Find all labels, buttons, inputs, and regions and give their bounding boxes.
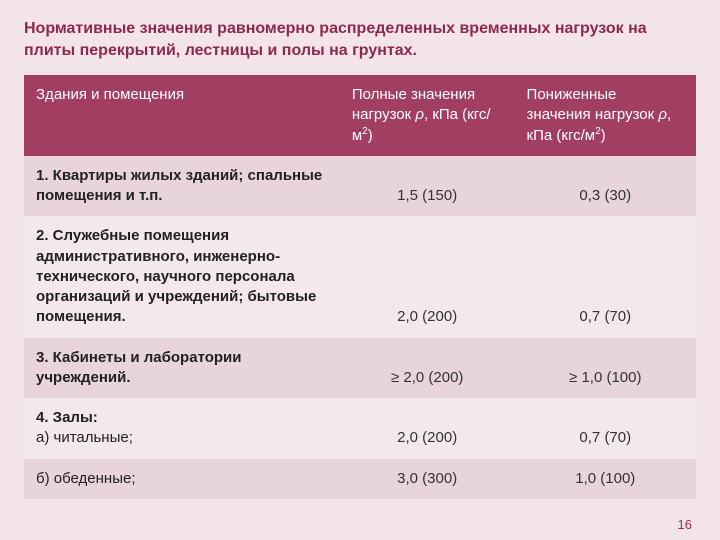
col-buildings: Здания и помещения bbox=[24, 75, 340, 156]
table-row: 1. Квартиры жилых зданий; спальные помещ… bbox=[24, 156, 696, 217]
row-full: ≥ 2,0 (200) bbox=[340, 338, 515, 399]
row-reduced: 1,0 (100) bbox=[515, 459, 696, 499]
row-full: 2,0 (200) bbox=[340, 216, 515, 337]
loads-table: Здания и помещения Полные значения нагру… bbox=[24, 75, 696, 499]
row-full: 2,0 (200) bbox=[340, 398, 515, 459]
row-label: 1. Квартиры жилых зданий; спальные помещ… bbox=[24, 156, 340, 217]
table-row: 4. Залы:а) читальные; 2,0 (200) 0,7 (70) bbox=[24, 398, 696, 459]
row-label: б) обеденные; bbox=[24, 459, 340, 499]
table-row: 3. Кабинеты и лаборатории учреждений. ≥ … bbox=[24, 338, 696, 399]
table-header: Здания и помещения Полные значения нагру… bbox=[24, 75, 696, 156]
col-full-load: Полные значения нагрузок ρ, кПа (кгс/м2) bbox=[340, 75, 515, 156]
col-reduced-load: Пониженные значения нагрузок ρ, кПа (кгс… bbox=[515, 75, 696, 156]
row-reduced: 0,7 (70) bbox=[515, 398, 696, 459]
row-label: 2. Служебные помещения административного… bbox=[24, 216, 340, 337]
slide-title: Нормативные значения равномерно распреде… bbox=[24, 18, 696, 61]
row-reduced: 0,7 (70) bbox=[515, 216, 696, 337]
page-number: 16 bbox=[678, 517, 692, 532]
row-full: 3,0 (300) bbox=[340, 459, 515, 499]
row-full: 1,5 (150) bbox=[340, 156, 515, 217]
table-row: б) обеденные; 3,0 (300) 1,0 (100) bbox=[24, 459, 696, 499]
slide: Нормативные значения равномерно распреде… bbox=[0, 0, 720, 540]
row-label: 3. Кабинеты и лаборатории учреждений. bbox=[24, 338, 340, 399]
table-row: 2. Служебные помещения административного… bbox=[24, 216, 696, 337]
row-reduced: ≥ 1,0 (100) bbox=[515, 338, 696, 399]
row-label: 4. Залы:а) читальные; bbox=[24, 398, 340, 459]
table-body: 1. Квартиры жилых зданий; спальные помещ… bbox=[24, 156, 696, 499]
row-reduced: 0,3 (30) bbox=[515, 156, 696, 217]
